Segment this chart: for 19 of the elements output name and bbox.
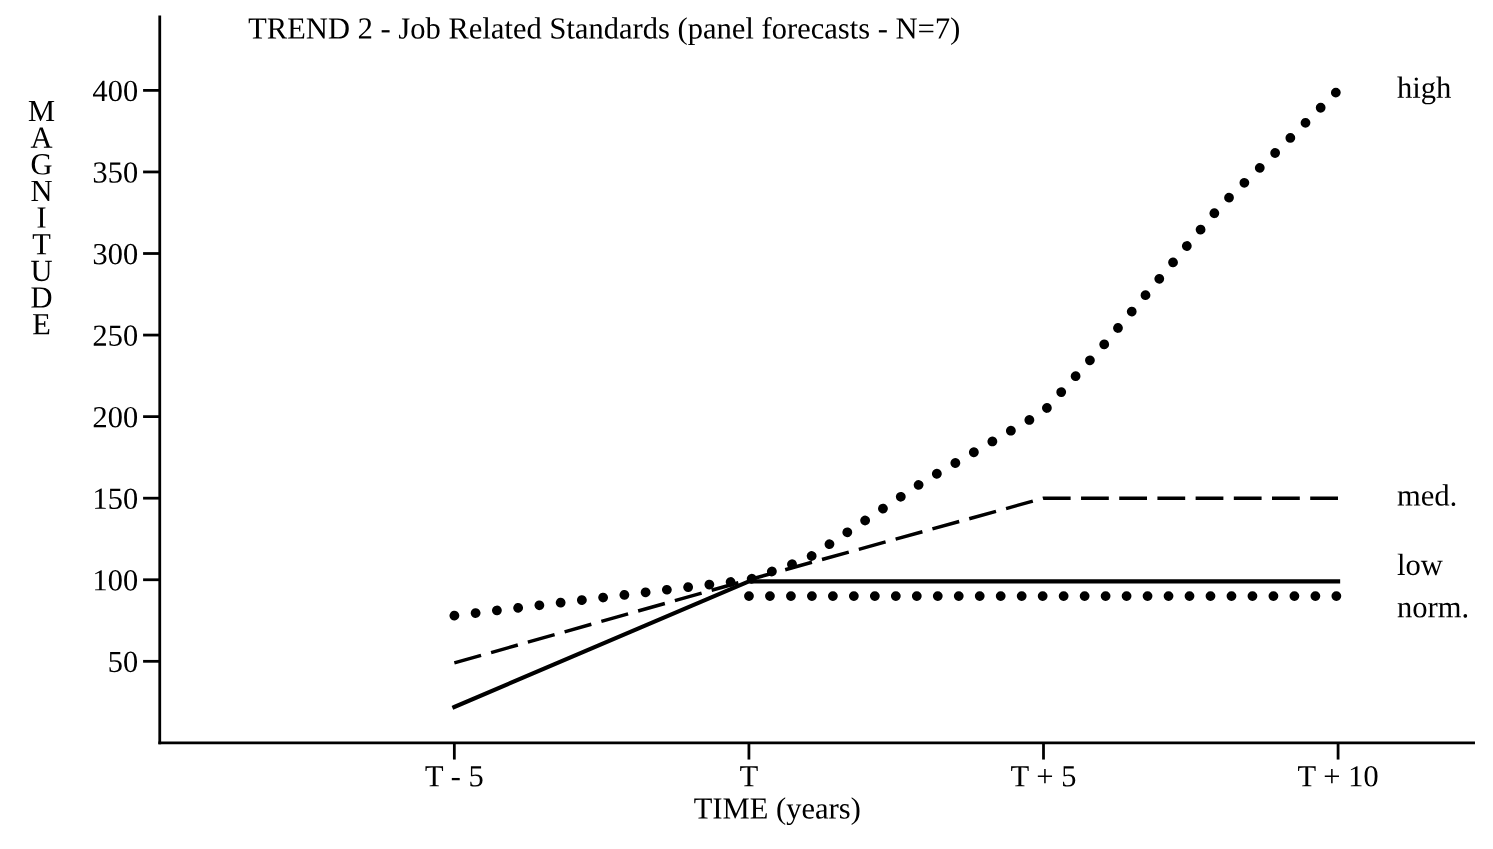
y-tick-label: 100	[95, 570, 138, 591]
y-tick-label: 300	[93, 243, 138, 265]
series-label: low	[1397, 553, 1443, 576]
y-tick-label: 400	[92, 80, 138, 102]
y-tick-label: 200	[93, 406, 138, 428]
y-tick-label: 50	[109, 651, 138, 673]
series-label: norm.	[1397, 602, 1468, 618]
y-tick-label: 350	[93, 162, 138, 183]
y-tick-label: 250	[93, 325, 138, 346]
y-tick-label: 150	[95, 488, 138, 510]
series-label: high	[1397, 76, 1451, 105]
series-label: med.	[1397, 484, 1456, 506]
x-tick-label: T - 5	[425, 766, 483, 787]
text: MAGNITUDE	[28, 100, 55, 335]
x-tick-label: T + 5	[1011, 766, 1076, 787]
x-tick-label: T	[740, 766, 758, 787]
x-tick-label: T + 10	[1298, 765, 1378, 787]
chart-title: TREND 2 - Job Related Standards (panel forecasts - N=7)	[248, 16, 959, 45]
x-axis-title: TIME (years)	[694, 797, 860, 826]
